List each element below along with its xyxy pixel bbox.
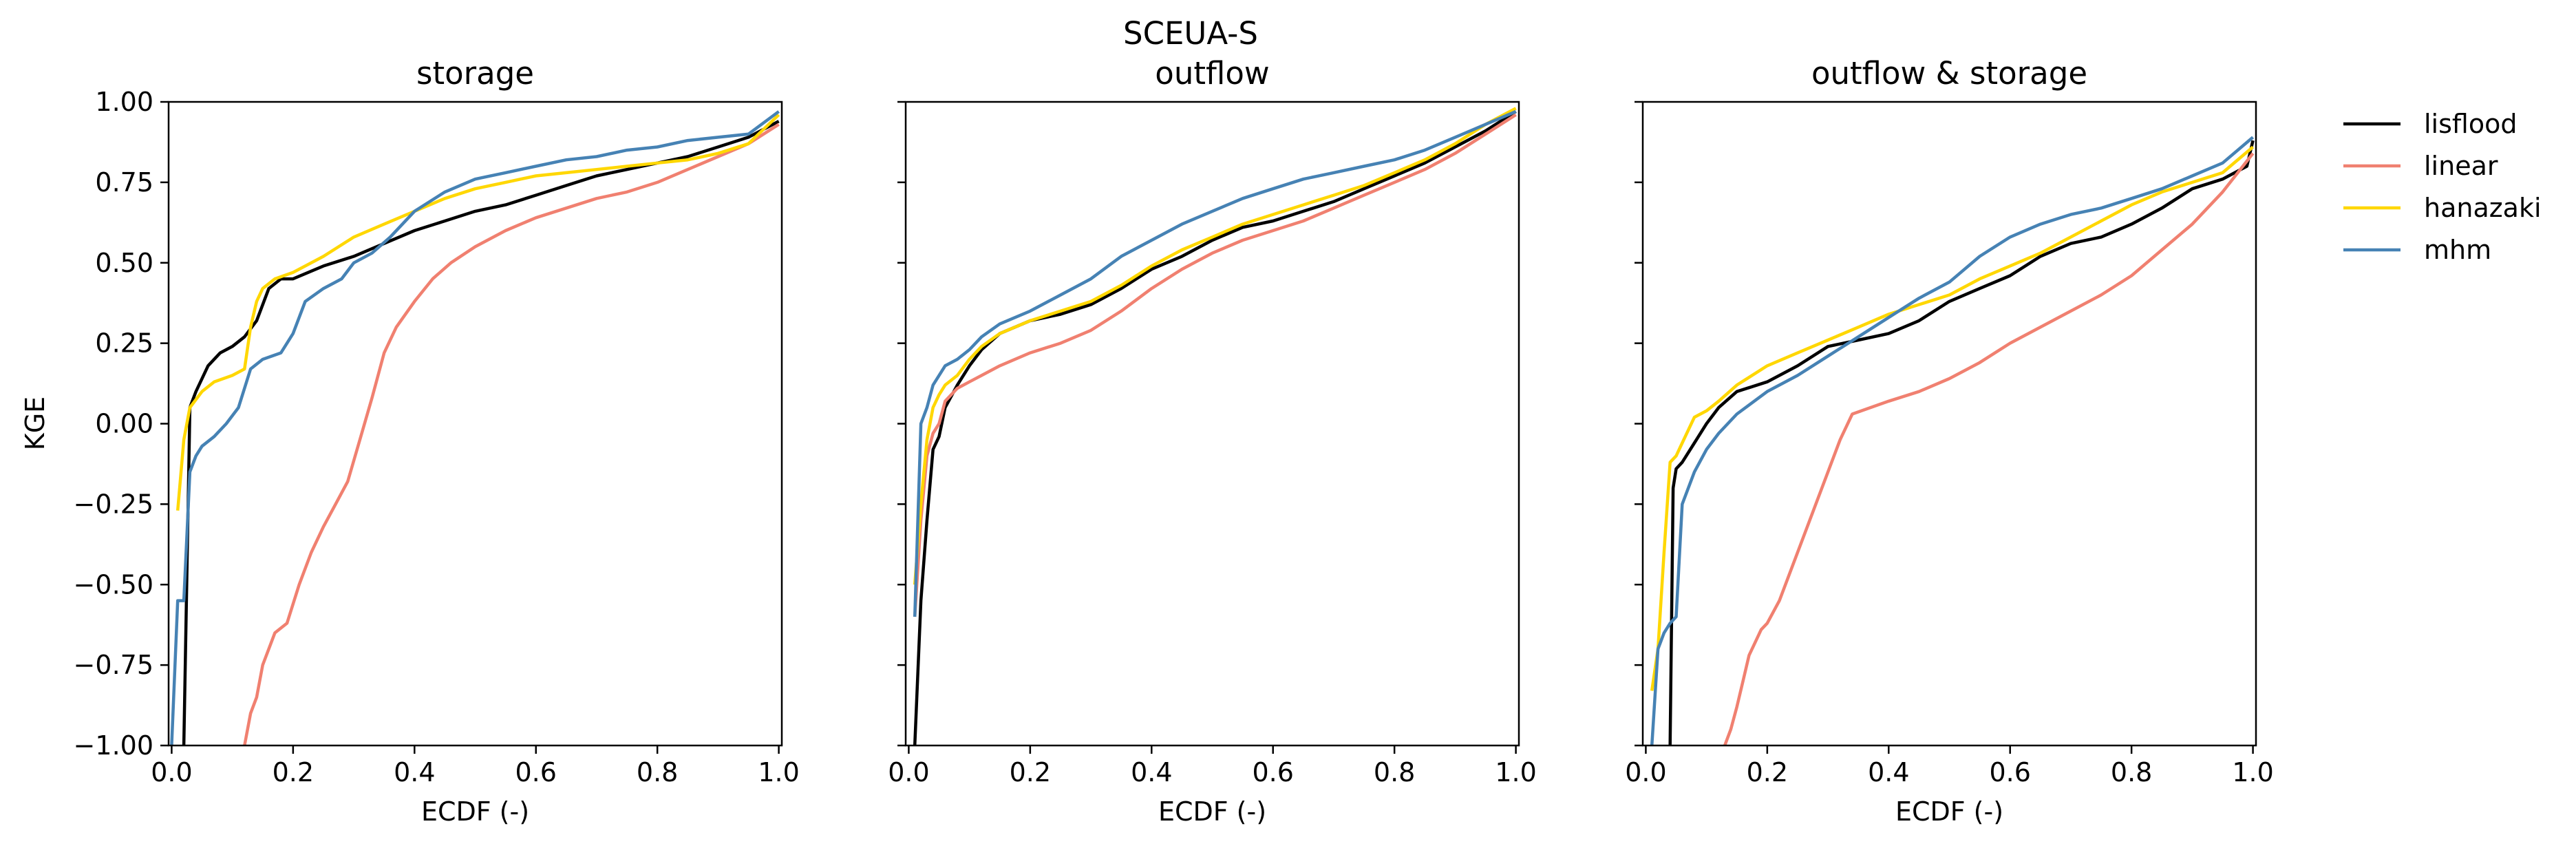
x-tick-label: 1.0 <box>758 757 799 787</box>
x-tick-label: 0.8 <box>2111 757 2152 787</box>
panel-outflow-and-storage: outflow & storage 0.0 0.2 0.4 0.6 0.8 1.0 ECDF … <box>1625 55 2274 827</box>
axes-frame <box>904 101 1520 747</box>
y-tick-label: −0.50 <box>74 569 153 600</box>
series-line-linear <box>243 123 780 745</box>
axes-frame <box>167 101 783 747</box>
x-tick-label: 0.2 <box>273 757 314 787</box>
x-tick-label: 0.8 <box>637 757 678 787</box>
panel-title: outflow & storage <box>1811 55 2087 92</box>
legend-label-hanazaki: hanazaki <box>2424 193 2542 223</box>
series-line-linear <box>913 113 1517 617</box>
series-line-linear <box>1723 152 2255 745</box>
y-tick-label: 0.50 <box>95 248 153 278</box>
series-line-lisflood <box>913 110 1517 745</box>
series-line-hanazaki <box>175 114 780 511</box>
panel-title: outflow <box>1155 55 1269 92</box>
x-tick-label: 0.6 <box>1252 757 1293 787</box>
x-tick-label: 0.0 <box>888 757 929 787</box>
x-axis-label: ECDF (-) <box>1895 796 2003 827</box>
y-tick-label: −0.75 <box>74 650 153 680</box>
panel-title: storage <box>416 55 534 92</box>
panel-storage: storage 0.0 0.2 0.4 0.6 0.8 1.0 −1.00 −0.75 −0.50… <box>74 55 800 827</box>
y-axis-label: KGE <box>20 396 50 450</box>
legend: lisflood linear hanazaki mhm <box>2343 109 2542 265</box>
series-line-lisflood <box>1668 140 2255 745</box>
x-tick-label: 0.0 <box>151 757 192 787</box>
y-tick-label: −0.25 <box>74 489 153 519</box>
x-tick-label: 0.4 <box>394 757 435 787</box>
legend-label-lisflood: lisflood <box>2424 109 2517 139</box>
x-axis-label: ECDF (-) <box>421 796 529 827</box>
y-tick-label: 0.00 <box>95 409 153 439</box>
x-tick-label: 0.2 <box>1747 757 1788 787</box>
series-line-mhm <box>913 109 1517 617</box>
axes-frame <box>1641 101 2257 747</box>
legend-label-mhm: mhm <box>2424 235 2491 265</box>
x-tick-label: 1.0 <box>2232 757 2273 787</box>
x-tick-label: 0.6 <box>1989 757 2030 787</box>
x-axis-label: ECDF (-) <box>1158 796 1266 827</box>
x-tick-label: 0.4 <box>1868 757 1909 787</box>
series-line-mhm <box>170 110 780 745</box>
y-tick-label: 0.75 <box>95 167 153 198</box>
y-tick-label: 0.25 <box>95 328 153 359</box>
panel-outflow: outflow 0.0 0.2 0.4 0.6 0.8 1.0 ECDF (-) <box>888 55 1537 827</box>
legend-label-linear: linear <box>2424 151 2498 181</box>
x-tick-label: 0.6 <box>515 757 556 787</box>
series-line-hanazaki <box>1650 145 2255 691</box>
y-tick-label: 1.00 <box>95 87 153 117</box>
figure-suptitle: SCEUA-S <box>1123 15 1258 52</box>
x-tick-label: 0.4 <box>1131 757 1172 787</box>
series-line-mhm <box>1650 136 2255 745</box>
x-tick-label: 0.0 <box>1625 757 1666 787</box>
series-line-lisflood <box>182 120 780 745</box>
y-tick-label: −1.00 <box>74 730 153 761</box>
x-tick-label: 0.2 <box>1010 757 1051 787</box>
x-tick-label: 1.0 <box>1495 757 1536 787</box>
series-line-hanazaki <box>913 107 1517 585</box>
x-tick-label: 0.8 <box>1374 757 1415 787</box>
